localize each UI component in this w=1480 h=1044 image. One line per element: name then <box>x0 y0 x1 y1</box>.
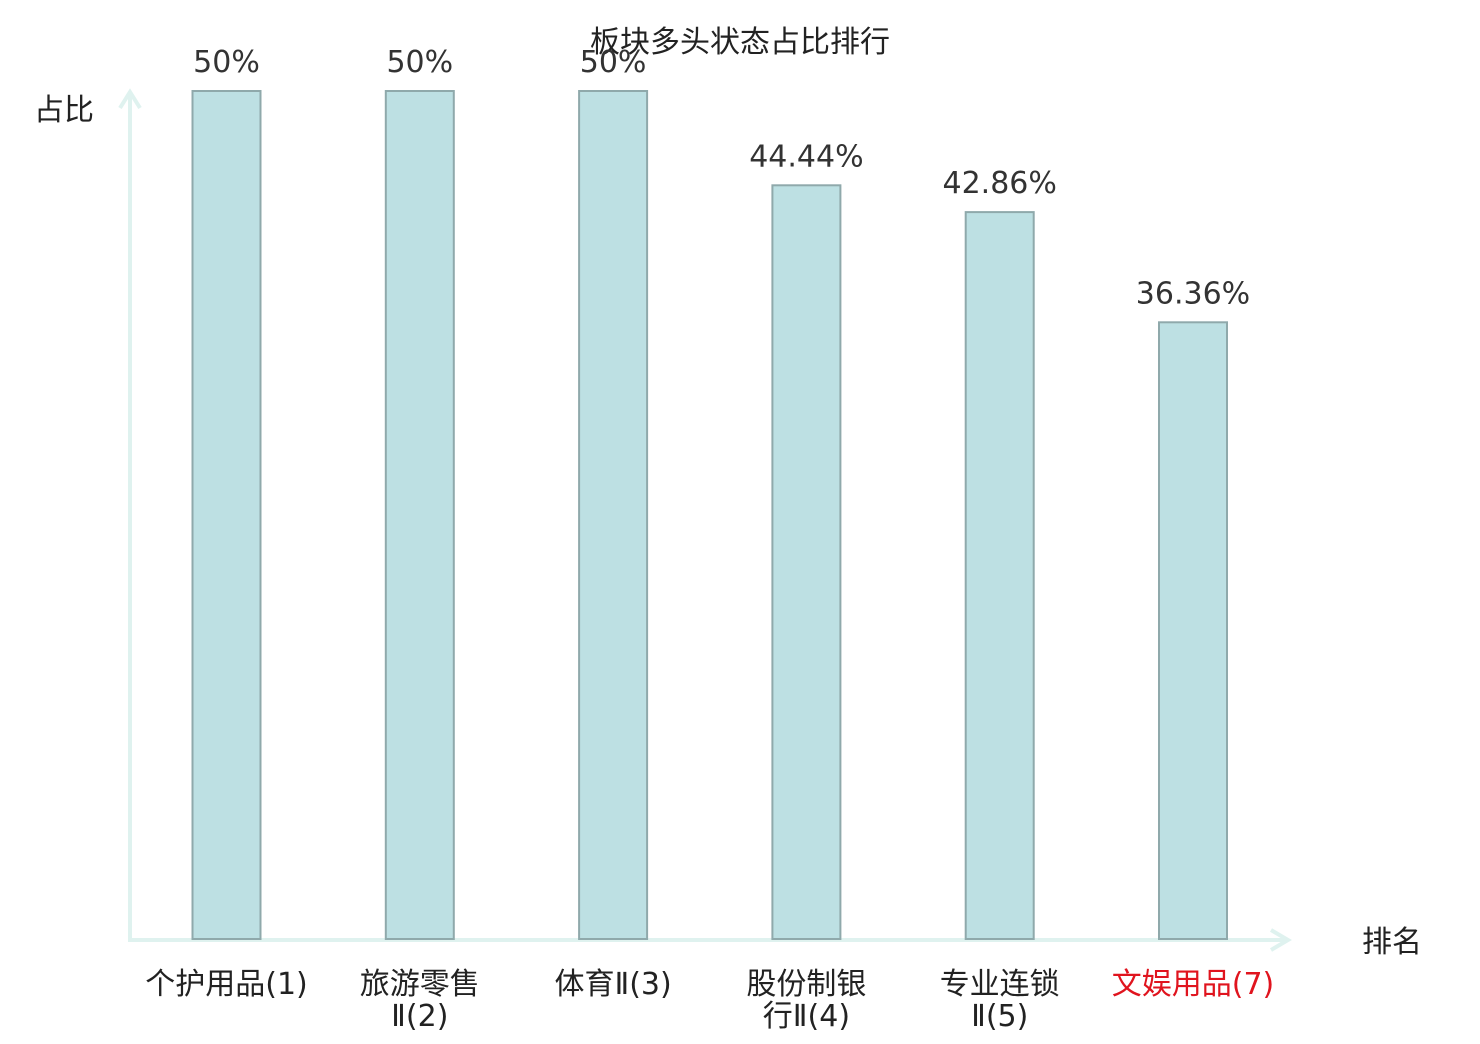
bar <box>1158 321 1228 940</box>
bar-value-label: 50% <box>386 45 453 80</box>
y-axis-label: 占比 <box>34 93 94 128</box>
value-labels-group: 50% 50% 50% 44.44% 42.86% 36.36% <box>193 45 1250 311</box>
x-tick-label: 专业连锁 <box>940 967 1060 1002</box>
x-tick-label: Ⅱ(5) <box>971 999 1028 1034</box>
x-tick-label: Ⅱ(2) <box>391 999 448 1034</box>
bars-group <box>191 90 1228 941</box>
x-tick-label: 文娱用品(7) <box>1112 967 1275 1002</box>
bar-value-label: 50% <box>580 45 647 80</box>
y-axis: 占比 <box>34 88 142 940</box>
bar <box>578 90 649 940</box>
bar <box>191 90 262 940</box>
bar-value-label: 36.36% <box>1136 276 1250 311</box>
x-axis-arrow-icon <box>1269 928 1292 952</box>
bar-value-label: 50% <box>193 45 260 80</box>
bar-value-label: 44.44% <box>749 139 863 174</box>
x-tick-label: 体育Ⅱ(3) <box>554 967 671 1002</box>
x-tick-label: 行Ⅱ(4) <box>763 999 850 1034</box>
bar <box>964 211 1035 941</box>
bar-value-label: 42.86% <box>943 166 1057 201</box>
x-tick-label: 股份制银 <box>746 967 866 1002</box>
x-tick-label: 旅游零售 <box>360 967 480 1002</box>
bar <box>771 184 842 941</box>
x-axis-label: 排名 <box>1362 925 1422 960</box>
bar <box>384 90 455 940</box>
x-axis: 排名 <box>128 925 1422 960</box>
y-axis-arrow-icon <box>118 88 142 110</box>
chart-title: 板块多头状态占比排行 <box>590 25 890 60</box>
x-tick-label: 个护用品(1) <box>145 967 308 1002</box>
